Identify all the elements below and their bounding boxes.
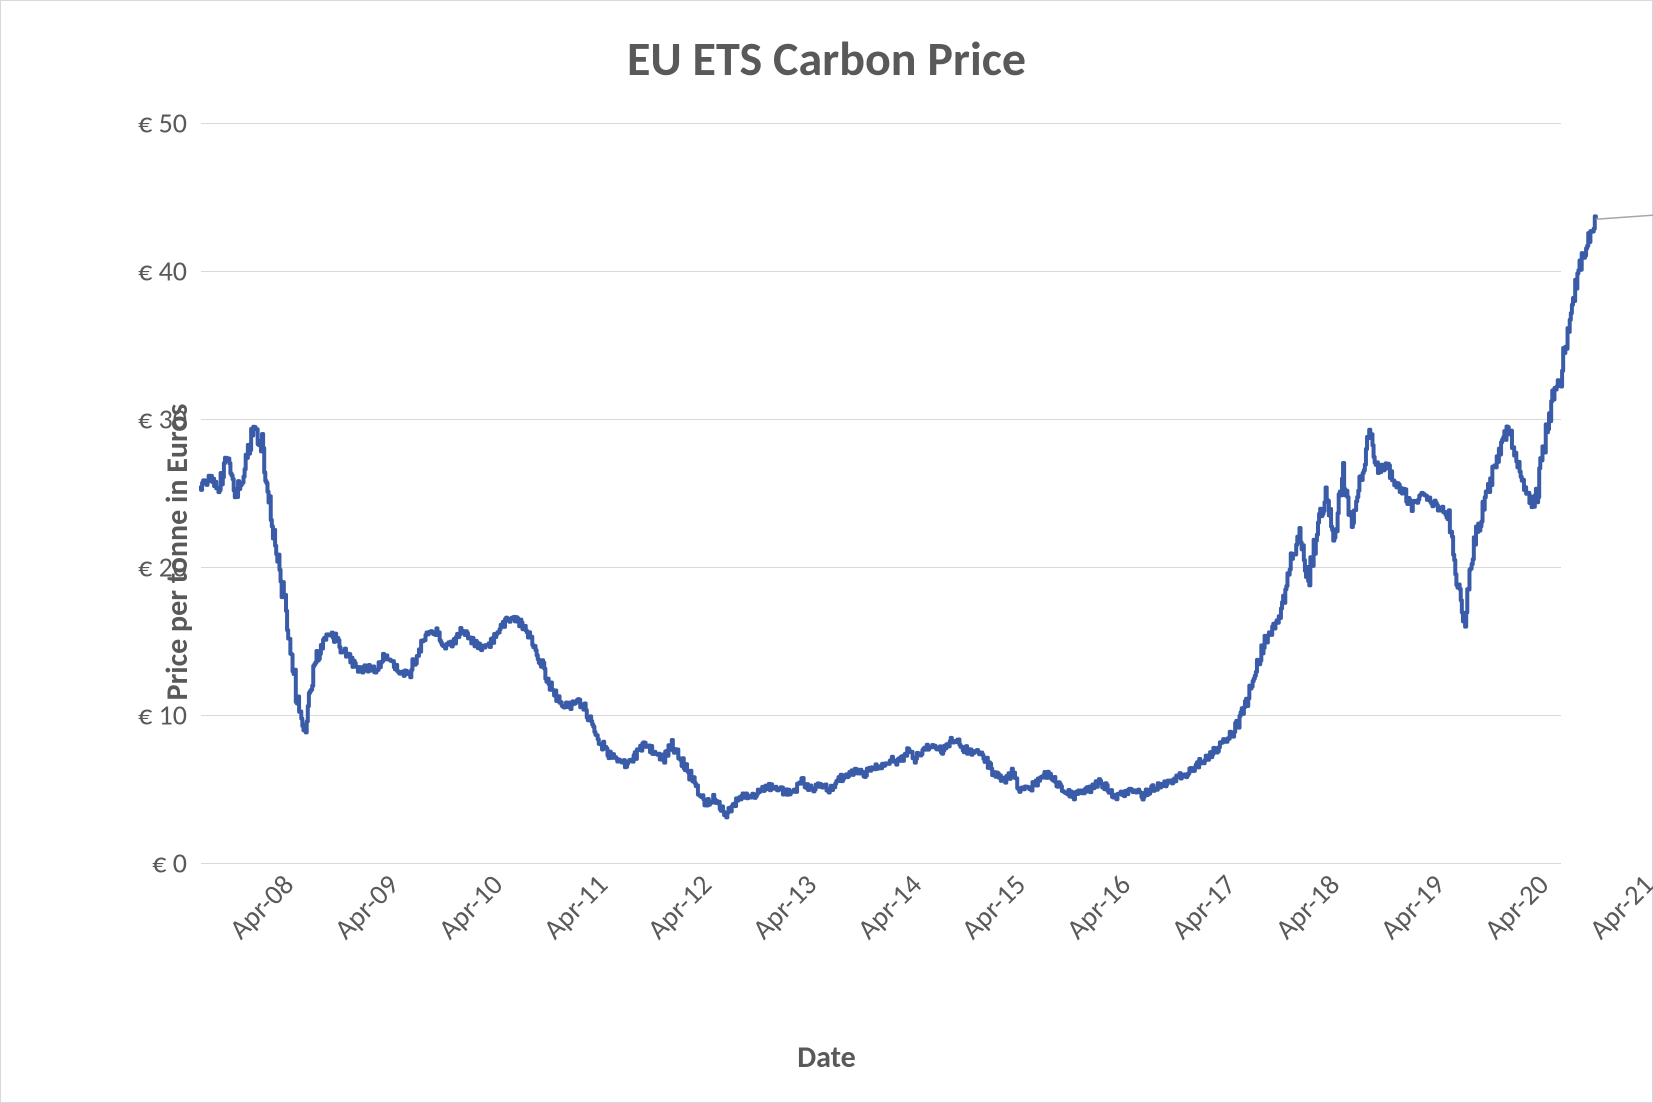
plot-area: € 0€ 10€ 20€ 30€ 40€ 50Apr-08Apr-09Apr-1… [201, 123, 1561, 863]
y-tick-label: € 0 [152, 846, 201, 881]
x-axis-label: Date [1, 1039, 1652, 1076]
x-tick-label: Apr-17 [1159, 863, 1242, 946]
x-tick-label: Apr-10 [427, 863, 510, 946]
price-line [201, 216, 1596, 817]
x-tick-label: Apr-11 [531, 863, 614, 946]
chart-title: EU ETS Carbon Price [1, 29, 1652, 88]
chart-container: EU ETS Carbon Price Price per tonne in E… [0, 0, 1653, 1103]
data-label-leader [1596, 215, 1653, 219]
x-tick-label: Apr-15 [950, 863, 1033, 946]
y-tick-label: € 30 [138, 402, 201, 437]
x-tick-label: Apr-12 [636, 863, 719, 946]
x-tick-label: Apr-16 [1054, 863, 1137, 946]
y-tick-label: € 40 [138, 254, 201, 289]
y-tick-label: € 50 [138, 106, 201, 141]
x-tick-label: Apr-09 [322, 863, 405, 946]
price-series [201, 123, 1561, 863]
x-tick-label: Apr-08 [217, 863, 300, 946]
x-tick-label: Apr-13 [741, 863, 824, 946]
y-tick-label: € 20 [138, 550, 201, 585]
x-tick-label: Apr-19 [1368, 863, 1451, 946]
plot-inner: € 0€ 10€ 20€ 30€ 40€ 50Apr-08Apr-09Apr-1… [201, 123, 1561, 863]
gridline [201, 863, 1561, 864]
x-tick-label: Apr-20 [1473, 863, 1556, 946]
x-tick-label: Apr-21 [1577, 863, 1653, 946]
x-tick-label: Apr-14 [845, 863, 928, 946]
y-tick-label: € 10 [138, 698, 201, 733]
x-tick-label: Apr-18 [1264, 863, 1347, 946]
